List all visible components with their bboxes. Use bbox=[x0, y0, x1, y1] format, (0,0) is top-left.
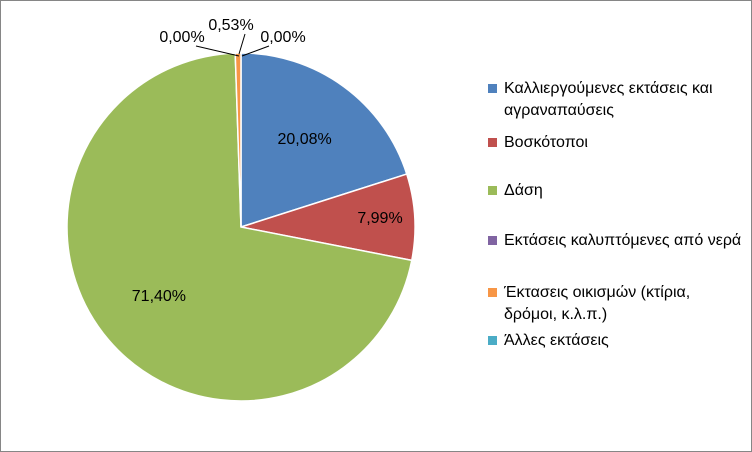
legend-label-1: Καλλιεργούμενες εκτάσεις και αγραναπαύσε… bbox=[504, 80, 713, 119]
data-label-3: 71,40% bbox=[132, 288, 186, 305]
legend-label-6: Άλλες εκτάσεις bbox=[504, 332, 609, 349]
legend-label-2: Βοσκότοποι bbox=[504, 134, 588, 151]
leader-line-4 bbox=[195, 45, 240, 57]
data-label-1: 20,08% bbox=[277, 131, 331, 148]
legend-swatch-2 bbox=[488, 138, 497, 147]
leader-line-5 bbox=[238, 33, 246, 55]
legend-swatch-5 bbox=[488, 288, 497, 297]
legend-label-4: Εκτάσεις καλυπτόμενες από νερά bbox=[504, 232, 742, 249]
data-label-5: 0,53% bbox=[208, 17, 253, 34]
data-label-4: 0,00% bbox=[159, 29, 204, 46]
legend-swatch-6 bbox=[488, 336, 497, 345]
legend-swatch-1 bbox=[488, 84, 497, 93]
data-label-6: 0,00% bbox=[260, 29, 305, 46]
legend-label-5: Έκτασεις οικισμών (κτίρια, δρόμοι, κ.λ.π… bbox=[504, 284, 691, 323]
pie-slice-3 bbox=[66, 52, 413, 402]
data-label-2: 7,99% bbox=[357, 210, 402, 227]
leader-line-6 bbox=[241, 45, 270, 57]
pie-slice-1 bbox=[240, 52, 408, 229]
pie-slice-5 bbox=[234, 52, 242, 228]
legend-swatch-4 bbox=[488, 236, 497, 245]
legend-swatch-3 bbox=[488, 186, 497, 195]
legend-label-3: Δάση bbox=[504, 182, 543, 199]
